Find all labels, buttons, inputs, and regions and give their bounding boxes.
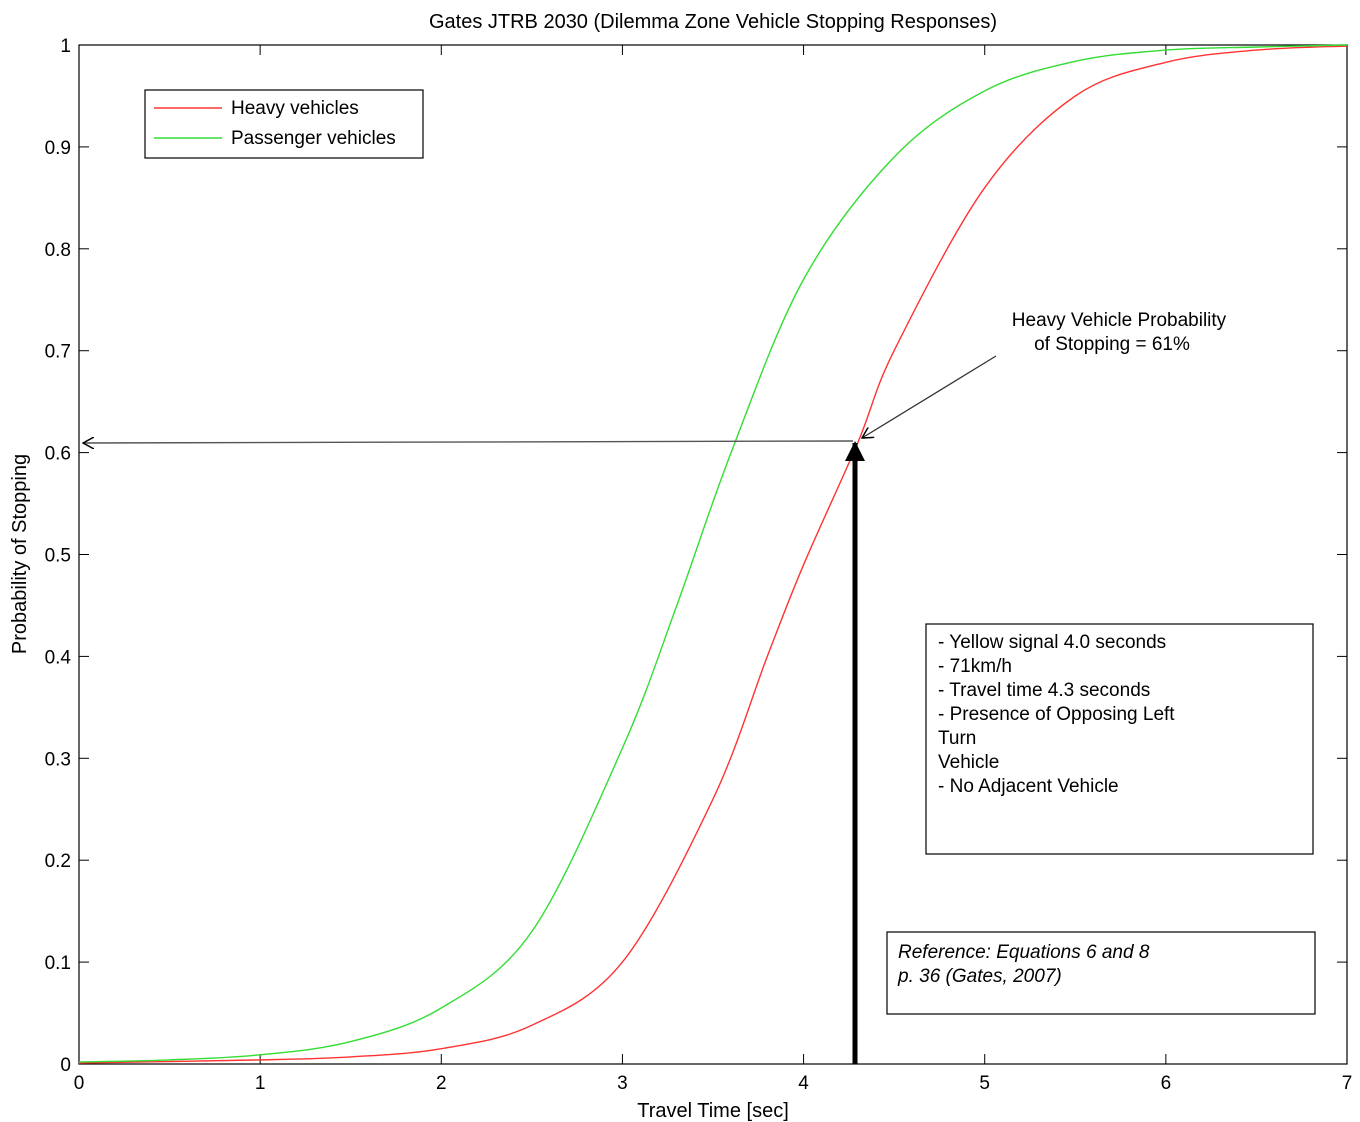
x-tick-label: 2 bbox=[436, 1073, 447, 1094]
plot-area bbox=[78, 44, 1348, 1065]
chart-title: Gates JTRB 2030 (Dilemma Zone Vehicle St… bbox=[429, 11, 997, 33]
x-tick-label: 0 bbox=[74, 1073, 85, 1094]
y-tick-label: 0.7 bbox=[45, 342, 71, 363]
series-line-passenger bbox=[78, 44, 1348, 1063]
y-tick-label: 0.4 bbox=[45, 647, 72, 668]
y-tick-label: 0.5 bbox=[45, 546, 71, 567]
conditions-box: - Yellow signal 4.0 seconds - 71km/h - T… bbox=[925, 623, 1314, 855]
condition-line: - Yellow signal 4.0 seconds bbox=[938, 632, 1166, 653]
x-tick-label: 6 bbox=[1161, 1073, 1172, 1094]
condition-line: Vehicle bbox=[938, 752, 999, 773]
reference-line: p. 36 (Gates, 2007) bbox=[897, 966, 1062, 987]
x-tick-label: 1 bbox=[255, 1073, 266, 1094]
condition-line: - Presence of Opposing Left bbox=[938, 704, 1175, 725]
y-tick-label: 1 bbox=[60, 36, 71, 57]
condition-line: - 71km/h bbox=[938, 656, 1012, 677]
y-tick-label: 0.9 bbox=[45, 138, 71, 159]
y-tick-label: 0.3 bbox=[45, 749, 71, 770]
legend: Heavy vehicles Passenger vehicles bbox=[144, 89, 424, 159]
x-tick-label: 5 bbox=[979, 1073, 990, 1094]
x-tick-label: 4 bbox=[798, 1073, 809, 1094]
horizontal-arrow bbox=[83, 441, 854, 443]
reference-line: Reference: Equations 6 and 8 bbox=[898, 942, 1150, 963]
x-tick-labels: 0 1 2 3 4 5 6 7 bbox=[74, 1073, 1353, 1094]
y-tick-label: 0 bbox=[60, 1055, 71, 1076]
y-tick-label: 0.6 bbox=[45, 444, 71, 465]
y-tick-label: 0.8 bbox=[45, 240, 71, 261]
legend-label-passenger: Passenger vehicles bbox=[231, 128, 396, 149]
y-tick-label: 0.1 bbox=[45, 953, 71, 974]
callout-line-1: Heavy Vehicle Probability bbox=[1012, 310, 1227, 331]
condition-line: Turn bbox=[938, 728, 976, 749]
series-line-heavy bbox=[78, 45, 1348, 1064]
x-tick-label: 7 bbox=[1342, 1073, 1353, 1094]
y-axis-label: Probability of Stopping bbox=[9, 454, 31, 654]
callout-arrow bbox=[862, 355, 997, 438]
x-tick-label: 3 bbox=[617, 1073, 628, 1094]
series-layer bbox=[78, 44, 1348, 1064]
y-tick-label: 0.2 bbox=[45, 851, 71, 872]
legend-box bbox=[144, 89, 424, 159]
x-axis-label: Travel Time [sec] bbox=[637, 1100, 789, 1122]
callout-line-2: of Stopping = 61% bbox=[1034, 334, 1190, 355]
legend-label-heavy: Heavy vehicles bbox=[231, 98, 359, 119]
condition-line: - No Adjacent Vehicle bbox=[938, 776, 1119, 797]
condition-line: - Travel time 4.3 seconds bbox=[938, 680, 1150, 701]
y-tick-labels: 0 0.1 0.2 0.3 0.4 0.5 0.6 0.7 0.8 0.9 1 bbox=[45, 36, 72, 1076]
reference-box: Reference: Equations 6 and 8 p. 36 (Gate… bbox=[886, 931, 1316, 1015]
